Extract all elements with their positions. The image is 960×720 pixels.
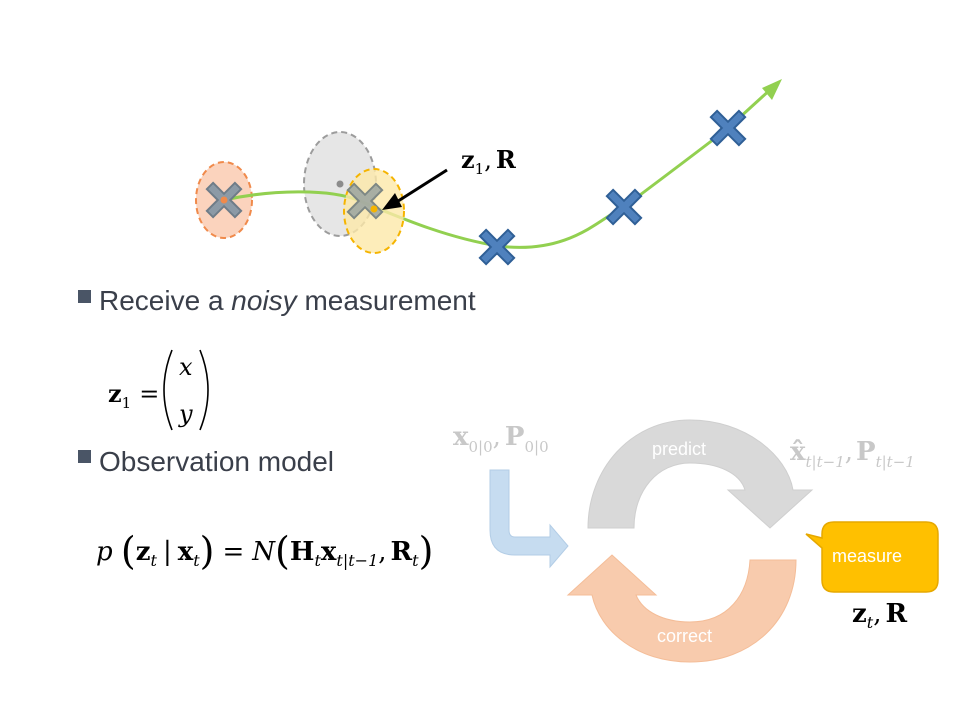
measure-callout: measure	[805, 521, 939, 593]
predicted-state-label: x̂t|t−1, Pt|t−1	[790, 437, 915, 471]
right-paren	[199, 349, 209, 431]
measurement-vector-equation: z1 = x y	[108, 349, 209, 431]
bullet-text: Receive a noisy measurement	[99, 285, 476, 316]
trajectory-arrowhead	[762, 79, 782, 100]
kalman-cycle-diagram: predict correct measure x0|0, P0|0 x̂t|t−…	[453, 419, 939, 663]
measure-label: measure	[832, 546, 902, 566]
initial-state-label: x0|0, P0|0	[453, 422, 549, 456]
svg-text:x: x	[179, 353, 193, 381]
future-state-cross-icon	[709, 109, 747, 147]
trajectory-diagram: z1, R	[195, 79, 782, 266]
svg-text:p (zt|xt)=N(Htxt|t−1,Rt): p (zt | xt) = N(Htxt|t−1, Rt)	[96, 529, 433, 573]
measurement-label: z1, R	[461, 145, 517, 178]
bullet-square-icon	[78, 290, 91, 303]
svg-text:y: y	[178, 400, 193, 428]
svg-text:z1=: z1 =	[108, 379, 159, 412]
future-state-cross-icon	[605, 188, 643, 226]
measurement-pointer-arrow	[394, 168, 448, 205]
correct-arrow	[566, 554, 797, 663]
bullet-text: Observation model	[99, 446, 334, 477]
correct-label: correct	[657, 626, 712, 646]
init-arrow	[489, 469, 569, 569]
predict-label: predict	[652, 439, 706, 459]
measurement-output-label: zt, R	[852, 599, 907, 632]
measurement-dot	[370, 205, 378, 213]
predicted-mean-dot	[336, 180, 344, 188]
bullet-square-icon	[78, 450, 91, 463]
measurement-pointer-arrowhead	[382, 193, 402, 210]
bullet-observation-model: Observation model	[78, 446, 334, 477]
observation-model-equation: p (zt | xt) = N(Htxt|t−1, Rt)	[96, 529, 433, 573]
left-paren	[163, 349, 173, 431]
bullet-receive-measurement: Receive a noisy measurement	[78, 285, 476, 316]
initial-mean-dot	[220, 196, 228, 204]
predict-arrow	[587, 419, 814, 529]
